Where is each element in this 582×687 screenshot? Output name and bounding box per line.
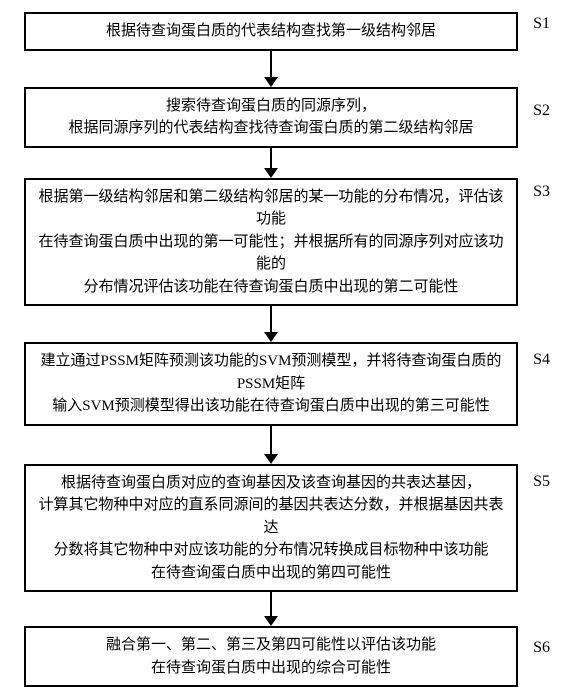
step-text-line: 在待查询蛋白质中出现的第四可能性 (34, 562, 508, 585)
step-text-line: 融合第一、第二、第三及第四可能性以评估该功能 (34, 634, 508, 657)
step-label-s5: S5 (533, 470, 550, 494)
flow-arrow (24, 592, 518, 626)
step-text-line: 搜索待查询蛋白质的同源序列， (34, 95, 508, 118)
step-text-line: 根据同源序列的代表结构查找待查询蛋白质的第二级结构邻居 (34, 117, 508, 140)
step-label-s2: S2 (533, 99, 550, 123)
step-box-5: 根据待查询蛋白质对应的查询基因及该查询基因的共表达基因，计算其它物种中对应的直系… (24, 464, 518, 593)
flowchart: 根据待查询蛋白质的代表结构查找第一级结构邻居S1 搜索待查询蛋白质的同源序列，根… (24, 12, 558, 687)
step-text-line: 分布情况评估该功能在待查询蛋白质中出现的第二可能性 (34, 276, 508, 299)
step-label-s4: S4 (533, 348, 550, 372)
step-box-3: 根据第一级结构邻居和第二级结构邻居的某一功能的分布情况，评估该功能在待查询蛋白质… (24, 178, 518, 307)
step-text-line: 计算其它物种中对应的直系同源间的基因共表达分数，并根据基因共表达 (34, 494, 508, 539)
step-text-line: 在待查询蛋白质中出现的综合可能性 (34, 657, 508, 680)
flow-arrow (24, 148, 518, 178)
step-label-s6: S6 (533, 636, 550, 660)
step-text-line: 根据第一级结构邻居和第二级结构邻居的某一功能的分布情况，评估该功能 (34, 186, 508, 231)
flow-arrow (24, 51, 518, 87)
step-text-line: 建立通过PSSM矩阵预测该功能的SVM预测模型，并将待查询蛋白质的PSSM矩阵 (34, 350, 508, 395)
step-text-line: 在待查询蛋白质中出现的第一可能性；并根据所有的同源序列对应该功能的 (34, 231, 508, 276)
step-label-s1: S1 (533, 12, 550, 36)
step-text-line: 分数将其它物种中对应该功能的分布情况转换成目标物种中该功能 (34, 539, 508, 562)
flow-arrow (24, 306, 518, 342)
step-box-2: 搜索待查询蛋白质的同源序列，根据同源序列的代表结构查找待查询蛋白质的第二级结构邻… (24, 87, 518, 148)
step-box-4: 建立通过PSSM矩阵预测该功能的SVM预测模型，并将待查询蛋白质的PSSM矩阵输… (24, 342, 518, 426)
step-box-1: 根据待查询蛋白质的代表结构查找第一级结构邻居S1 (24, 12, 518, 51)
step-label-s3: S3 (533, 180, 550, 204)
step-text-line: 根据待查询蛋白质的代表结构查找第一级结构邻居 (34, 20, 508, 43)
step-text-line: 输入SVM预测模型得出该功能在待查询蛋白质中出现的第三可能性 (34, 395, 508, 418)
step-box-6: 融合第一、第二、第三及第四可能性以评估该功能在待查询蛋白质中出现的综合可能性S6 (24, 626, 518, 687)
flow-arrow (24, 426, 518, 464)
step-text-line: 根据待查询蛋白质对应的查询基因及该查询基因的共表达基因， (34, 472, 508, 495)
